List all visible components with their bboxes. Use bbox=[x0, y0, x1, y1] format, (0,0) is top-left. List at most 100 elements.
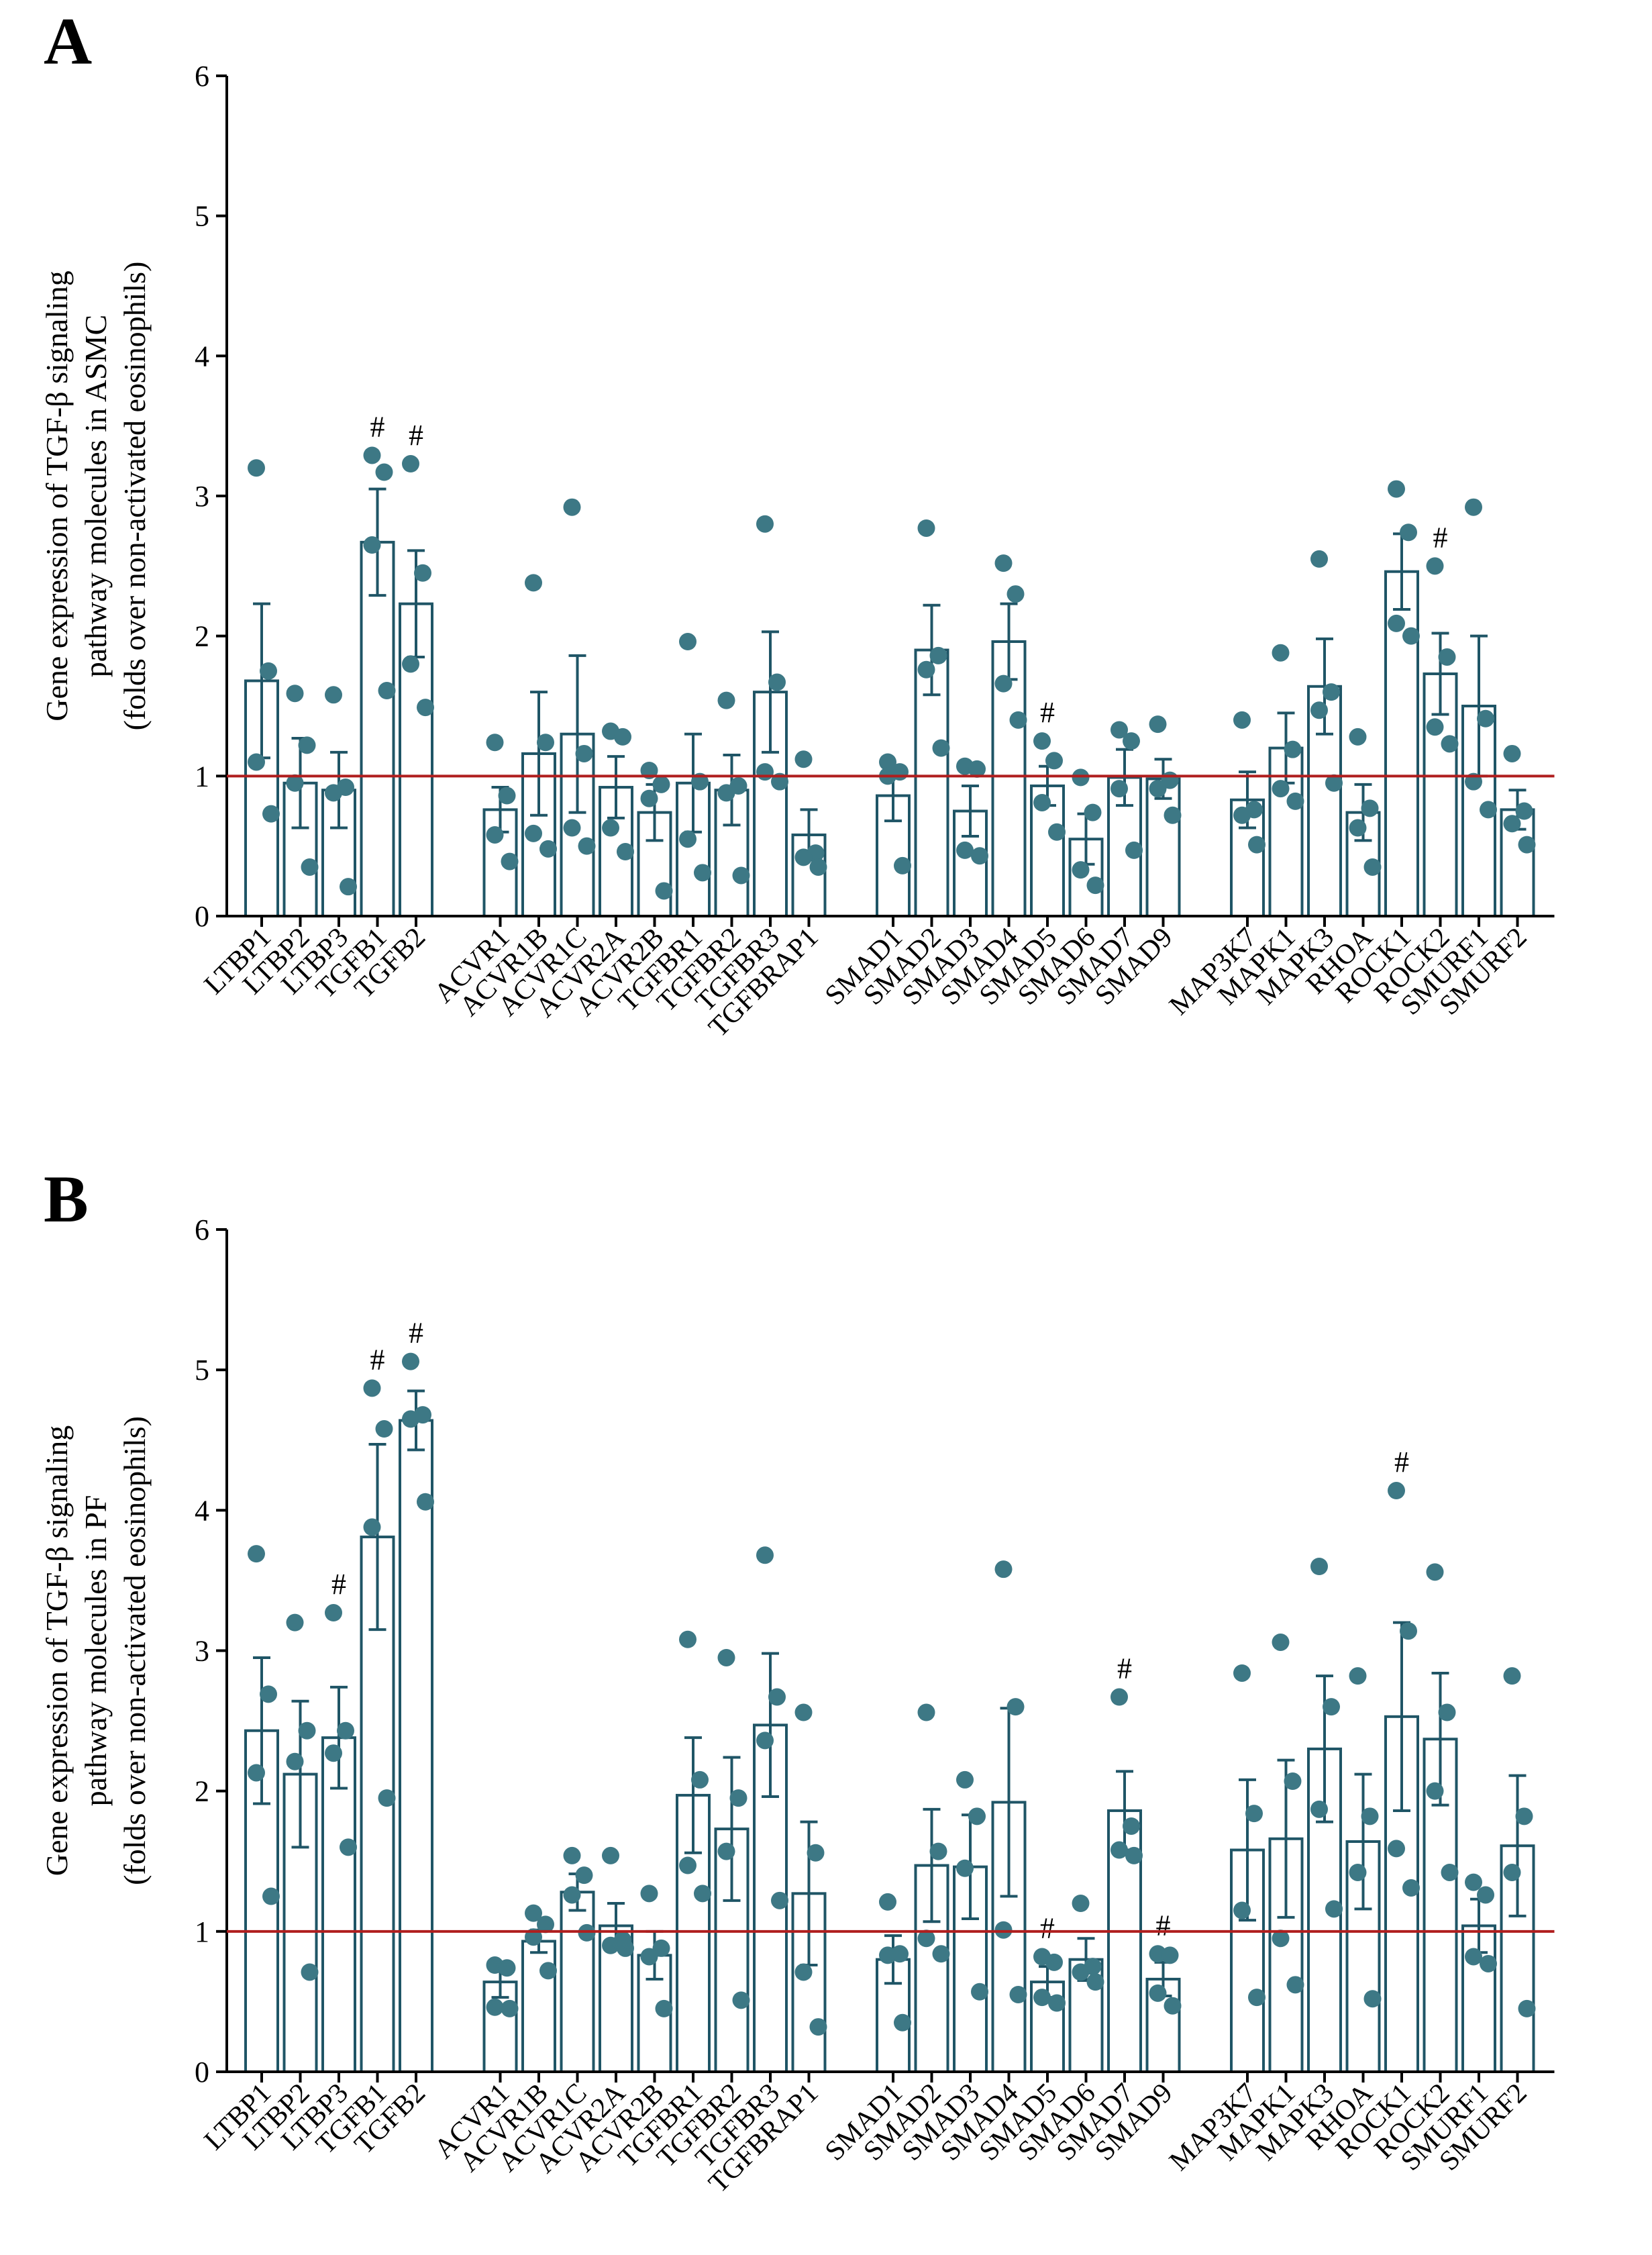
data-point-SMAD2 bbox=[932, 1945, 950, 1963]
data-point-TGFBR2 bbox=[729, 1789, 747, 1807]
significance-marker-TGFB2: # bbox=[409, 1317, 423, 1350]
data-point-LTBP2 bbox=[298, 736, 316, 754]
data-point-ACVR2A bbox=[617, 843, 634, 861]
data-point-ACVR1B bbox=[539, 840, 557, 858]
data-point-RHOA bbox=[1361, 799, 1379, 817]
data-point-MAP3K7 bbox=[1233, 1664, 1251, 1682]
data-point-SMAD6 bbox=[1072, 1895, 1090, 1912]
data-point-TGFBR3 bbox=[768, 1688, 786, 1706]
data-point-SMAD7 bbox=[1111, 1841, 1128, 1859]
data-point-ACVR2A bbox=[602, 1936, 619, 1954]
data-point-ROCK1 bbox=[1400, 523, 1417, 542]
data-point-LTBP2 bbox=[298, 1721, 316, 1740]
data-point-SMAD7 bbox=[1111, 721, 1128, 739]
data-point-SMAD5 bbox=[1045, 1953, 1063, 1971]
data-point-ACVR1C bbox=[563, 1846, 581, 1864]
data-point-SMAD6 bbox=[1086, 876, 1104, 895]
data-point-LTBP3 bbox=[325, 1744, 342, 1762]
y-axis-title-line: pathway molecules in ASMC bbox=[79, 315, 113, 677]
data-point-TGFB2 bbox=[402, 1352, 419, 1370]
data-point-MAP3K7 bbox=[1245, 1805, 1263, 1823]
data-point-TGFB1 bbox=[378, 682, 396, 700]
data-point-TGFBR2 bbox=[732, 1991, 750, 2009]
data-point-TGFBR1 bbox=[679, 830, 696, 848]
y-tick-label: 3 bbox=[195, 480, 209, 513]
bar-TGFB1 bbox=[360, 540, 395, 917]
data-point-TGFB2 bbox=[402, 455, 419, 473]
data-point-SMAD6 bbox=[1072, 1963, 1090, 1981]
data-point-MAPK1 bbox=[1272, 644, 1290, 662]
data-point-ROCK1 bbox=[1400, 1622, 1417, 1640]
data-point-SMAD2 bbox=[917, 1703, 935, 1721]
data-point-TGFB1 bbox=[375, 1420, 393, 1438]
data-point-ACVR2B bbox=[640, 1885, 658, 1903]
data-point-LTBP2 bbox=[301, 858, 319, 876]
data-point-MAPK3 bbox=[1310, 1800, 1328, 1818]
data-point-TGFB2 bbox=[402, 1410, 419, 1428]
data-point-ROCK1 bbox=[1402, 627, 1420, 645]
data-point-LTBP1 bbox=[248, 753, 265, 771]
y-tick-label: 5 bbox=[195, 1354, 209, 1387]
y-tick-label: 2 bbox=[195, 1775, 209, 1808]
data-point-SMAD2 bbox=[929, 646, 947, 664]
data-point-SMAD3 bbox=[956, 1770, 974, 1789]
data-point-TGFB1 bbox=[363, 1518, 381, 1536]
data-point-MAPK1 bbox=[1284, 1772, 1302, 1791]
data-point-SMURF2 bbox=[1518, 836, 1536, 854]
data-point-TGFBR3 bbox=[768, 673, 786, 691]
data-point-SMAD6 bbox=[1072, 768, 1090, 787]
data-point-ROCK1 bbox=[1402, 1878, 1420, 1897]
data-point-MAPK3 bbox=[1310, 1558, 1328, 1575]
significance-marker-TGFB2: # bbox=[409, 419, 423, 452]
data-point-TGFBRAP1 bbox=[794, 848, 813, 866]
significance-marker-SMAD7: # bbox=[1117, 1652, 1132, 1685]
data-point-SMURF2 bbox=[1503, 1667, 1521, 1685]
data-point-SMAD9 bbox=[1164, 806, 1182, 824]
data-point-RHOA bbox=[1349, 1667, 1367, 1685]
data-point-TGFBR3 bbox=[771, 1891, 788, 1909]
data-point-MAPK1 bbox=[1272, 1930, 1290, 1948]
data-point-SMURF1 bbox=[1477, 709, 1494, 728]
data-point-ACVR1 bbox=[498, 1959, 516, 1977]
data-point-SMAD9 bbox=[1149, 715, 1167, 734]
data-point-ACVR1C bbox=[578, 837, 596, 855]
data-point-LTBP3 bbox=[325, 784, 342, 802]
data-point-SMAD7 bbox=[1111, 780, 1128, 798]
data-point-LTBP1 bbox=[248, 459, 265, 477]
data-point-ROCK2 bbox=[1426, 1782, 1444, 1800]
data-point-SMAD1 bbox=[879, 1946, 896, 1964]
data-point-SMAD3 bbox=[971, 847, 988, 865]
data-point-TGFBR1 bbox=[691, 1770, 709, 1789]
data-point-SMAD4 bbox=[994, 1560, 1013, 1578]
data-point-ACVR2A bbox=[602, 1846, 619, 1864]
data-point-SMAD1 bbox=[879, 1893, 896, 1911]
data-point-LTBP2 bbox=[301, 1963, 319, 1981]
data-point-ACVR1C bbox=[575, 744, 593, 762]
data-point-MAPK1 bbox=[1286, 792, 1304, 810]
data-point-ROCK1 bbox=[1388, 614, 1405, 632]
data-point-SMAD4 bbox=[1009, 1985, 1027, 2003]
y-tick-label: 6 bbox=[195, 1213, 209, 1246]
data-point-SMURF1 bbox=[1465, 1948, 1482, 1966]
data-point-SMURF1 bbox=[1480, 801, 1497, 819]
significance-marker-LTBP3: # bbox=[331, 1568, 346, 1601]
data-point-MAP3K7 bbox=[1248, 836, 1266, 854]
data-point-ROCK1 bbox=[1388, 480, 1405, 498]
data-point-ACVR1C bbox=[578, 1923, 596, 1942]
data-point-SMAD6 bbox=[1072, 861, 1090, 879]
data-point-SMAD5 bbox=[1033, 793, 1051, 811]
data-point-MAPK1 bbox=[1284, 740, 1302, 758]
chart-panel-B: B Gene expression of TGF-β signaling pathw… bbox=[40, 1162, 1555, 2199]
data-point-SMAD9 bbox=[1164, 1997, 1182, 2015]
data-point-LTBP2 bbox=[286, 1752, 304, 1770]
data-point-ROCK1 bbox=[1388, 1840, 1405, 1858]
data-point-TGFBR3 bbox=[756, 1732, 774, 1750]
data-point-SMAD5 bbox=[1033, 1989, 1051, 2007]
data-point-ACVR1 bbox=[501, 1999, 519, 2017]
panel-label: B bbox=[44, 1162, 89, 1236]
data-point-TGFBRAP1 bbox=[794, 1963, 813, 1981]
data-point-ACVR2A bbox=[617, 1939, 634, 1957]
data-point-SMAD7 bbox=[1123, 1817, 1140, 1835]
data-point-LTBP3 bbox=[340, 1838, 357, 1856]
bar-ACVR1B bbox=[521, 1940, 556, 2074]
